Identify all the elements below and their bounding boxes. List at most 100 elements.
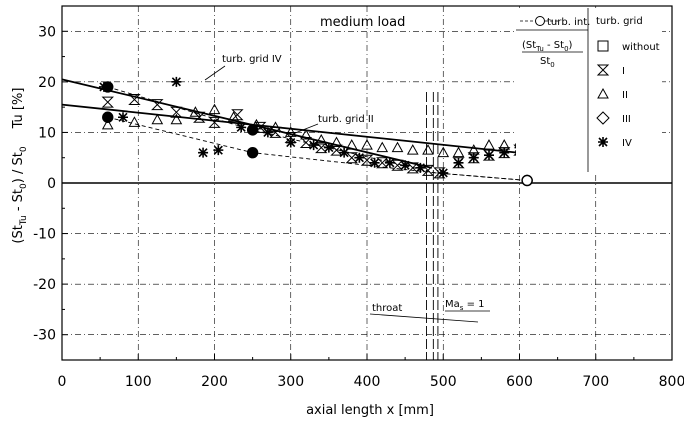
legend-marker-square xyxy=(597,40,609,52)
st-den-sub: 0 xyxy=(550,61,554,69)
point-iv-star xyxy=(354,152,365,163)
point-iv-star xyxy=(438,167,449,178)
point-i-hourglass xyxy=(101,96,114,108)
ylabel-end: ) / St xyxy=(11,152,26,183)
x-tick-label: 600 xyxy=(506,374,533,390)
st-num: (St xyxy=(522,40,536,51)
legend-grid-header: turb. grid xyxy=(596,16,643,27)
point-ii-triangle xyxy=(437,146,450,158)
point-iv-star xyxy=(339,147,350,158)
annotation-throat: throat xyxy=(372,303,402,314)
x-axis-label: axial length x [mm] xyxy=(306,403,434,418)
y-axis-label-bottom: (StTu - St0) / St0 xyxy=(11,146,29,243)
annotation-grid-ii-leader xyxy=(289,123,319,136)
legend-label: II xyxy=(622,90,628,101)
point-ii-triangle xyxy=(330,136,343,148)
point-ii-triangle xyxy=(422,144,434,155)
y-tick-label: -10 xyxy=(33,227,56,243)
ylabel-main: (St xyxy=(11,225,26,243)
point-ii-triangle xyxy=(300,128,312,140)
point-ii-triangle xyxy=(151,113,164,125)
st-sub0: 0 xyxy=(564,45,568,53)
point-ii-triangle xyxy=(483,139,495,150)
y-tick-label: -30 xyxy=(33,328,56,344)
tick-labels: 0 100 200 300 400 500 600 700 8003020100-10-20-3… xyxy=(33,24,684,390)
point-iv-star xyxy=(171,76,182,87)
point-i-hourglass xyxy=(231,109,244,121)
point-i-hourglass xyxy=(299,137,313,149)
data-marks xyxy=(98,76,533,187)
point-iv-star xyxy=(468,152,479,163)
point-iv-star xyxy=(499,147,510,158)
point-i-hourglass xyxy=(360,154,374,166)
legend-marker-diamond xyxy=(596,111,610,125)
ma-rest: = 1 xyxy=(463,299,484,310)
legend: turb. int. turb. grid (StTu - St0) St0 w… xyxy=(516,8,662,173)
point-iv-star xyxy=(400,160,411,171)
turb-int-point-grid-ii xyxy=(521,174,533,187)
turb-int-line-grid-iv xyxy=(107,86,528,181)
y-tick-label: 20 xyxy=(38,75,56,91)
x-tick-label: 400 xyxy=(354,374,381,390)
y-tick-label: 30 xyxy=(38,24,56,40)
legend-turb-int-label: turb. int. xyxy=(547,17,590,28)
point-i-hourglass xyxy=(208,116,221,128)
point-iv-star xyxy=(323,142,334,153)
point-iv-star xyxy=(415,162,426,173)
st-sub-tu: Tu xyxy=(535,45,544,53)
point-iv-star xyxy=(213,145,224,156)
chart-title: medium load xyxy=(320,15,405,30)
point-ii-triangle xyxy=(208,103,221,115)
point-ii-triangle xyxy=(376,141,389,153)
y-tick-label: -20 xyxy=(33,277,56,293)
turb-int-line-grid-ii xyxy=(107,116,528,181)
ylabel-sub-tu: Tu xyxy=(19,215,29,226)
point-ii-triangle xyxy=(284,126,297,137)
legend-st-den: St0 xyxy=(540,56,555,69)
legend-label: IV xyxy=(622,138,632,149)
x-tick-label: 200 xyxy=(201,374,228,390)
turb-int-point-grid-iv xyxy=(246,124,259,136)
ylabel-sub0: 0 xyxy=(19,183,29,189)
legend-marker-triangle xyxy=(597,87,609,99)
turb-int-point-grid-ii xyxy=(246,146,259,159)
point-iv-star xyxy=(369,157,380,168)
point-i-hourglass xyxy=(345,152,358,164)
annotation-throat-underline xyxy=(369,313,479,323)
annotation-grid-iv: turb. grid IV xyxy=(222,54,282,65)
point-ii-triangle xyxy=(361,139,373,150)
annotation-ma: Mas = 1 xyxy=(445,299,485,312)
point-ii-triangle xyxy=(189,106,202,117)
point-i-hourglass xyxy=(330,144,343,156)
point-i-hourglass xyxy=(170,106,183,118)
point-iv-star xyxy=(198,147,209,158)
point-ii-triangle xyxy=(101,118,114,130)
point-i-hourglass xyxy=(315,142,328,154)
annotation-grid-iv-leader xyxy=(204,65,226,81)
point-ii-triangle xyxy=(452,146,465,158)
point-i-hourglass xyxy=(376,157,389,169)
point-i-hourglass xyxy=(151,99,164,111)
y-tick-label: 0 xyxy=(47,176,56,192)
ma-main: Ma xyxy=(445,299,460,310)
turb-int-point-grid-iv xyxy=(102,81,114,93)
st-close: ) xyxy=(569,40,573,51)
x-tick-label: 700 xyxy=(582,374,609,390)
y-axis-label-top: Tu [%] xyxy=(11,88,26,130)
x-tick-label: 0 xyxy=(58,374,67,390)
legend-marker-hourglass xyxy=(596,64,610,76)
ma-sub: s xyxy=(460,304,464,312)
point-i-hourglass xyxy=(406,162,419,174)
point-iv-star xyxy=(453,157,464,168)
legend-label: I xyxy=(622,66,625,77)
point-i-hourglass xyxy=(391,159,404,171)
x-tick-label: 100 xyxy=(125,374,152,390)
st-mid: - St xyxy=(544,40,564,51)
y-tick-label: 10 xyxy=(38,125,56,141)
point-ii-triangle xyxy=(227,111,240,122)
point-i-hourglass xyxy=(269,126,282,138)
point-ii-triangle xyxy=(315,133,328,145)
point-ii-triangle xyxy=(128,116,141,127)
